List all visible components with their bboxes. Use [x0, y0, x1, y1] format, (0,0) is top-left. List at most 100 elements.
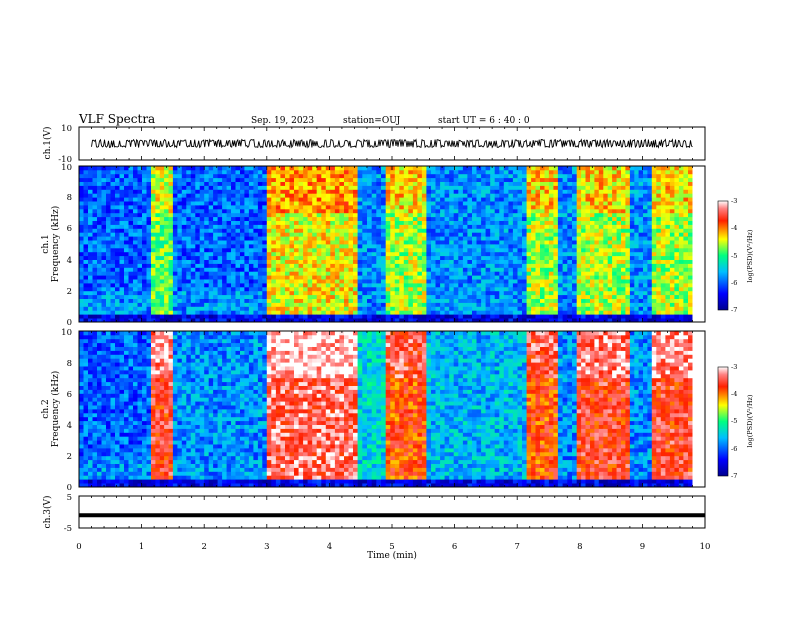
spectrogram-cell: [426, 240, 432, 245]
spectrogram-cell: [168, 166, 174, 171]
spectrogram-cell: [572, 283, 578, 288]
spectrogram-cell: [453, 212, 459, 218]
spectrogram-cell: [280, 173, 286, 179]
spectrogram-cell: [638, 286, 644, 292]
spectrogram-cell: [440, 205, 446, 210]
spectrogram-cell: [128, 197, 134, 202]
spectrogram-cell: [481, 290, 487, 296]
spectrogram-cell: [231, 263, 236, 268]
spectrogram-cell: [490, 247, 496, 253]
spectrogram-cell: [137, 255, 143, 260]
spectrogram-cell: [376, 224, 382, 229]
spectrogram-cell: [585, 279, 591, 284]
spectrogram-cell: [472, 169, 477, 175]
spectrogram-cell: [177, 177, 183, 182]
spectrogram-cell: [481, 216, 487, 221]
spectrogram-cell: [168, 263, 174, 268]
spectrogram-cell: [208, 189, 214, 194]
spectrogram-cell: [226, 279, 232, 284]
spectrogram-cell: [417, 306, 423, 311]
spectrogram-cell: [453, 267, 459, 272]
spectrogram-cell: [137, 236, 143, 241]
spectrogram-cell: [481, 193, 487, 198]
spectrogram-cell: [101, 177, 107, 182]
spectrogram-cell: [385, 302, 391, 307]
spectrogram-cell: [253, 275, 259, 280]
spectrogram-cell: [362, 232, 368, 237]
spectrogram-cell: [453, 169, 459, 175]
spectrogram-cell: [195, 310, 201, 315]
spectrogram-cell: [262, 228, 268, 233]
spectrogram-cell: [376, 263, 382, 268]
spectrogram-cell: [339, 208, 345, 214]
spectrogram-cell: [435, 251, 441, 257]
spectrogram-cell: [499, 177, 505, 182]
spectrogram-cell: [190, 251, 196, 257]
spectrogram-cell: [353, 290, 358, 296]
spectrogram-cell: [472, 228, 477, 233]
spectrogram-cell: [146, 251, 152, 257]
spectrogram-cell: [248, 193, 254, 198]
spectrogram-cell: [240, 169, 245, 175]
spectrogram-cell: [164, 294, 169, 299]
spectrogram-cell: [440, 173, 446, 179]
spectrogram-cell: [285, 318, 290, 323]
spectrogram-cell: [362, 212, 368, 218]
spectrogram-cell: [128, 216, 134, 221]
spectrogram-cell: [476, 263, 482, 268]
spectrogram-cell: [235, 232, 241, 237]
spectrogram-cell: [110, 212, 116, 218]
spectrogram-cell: [629, 294, 635, 299]
spectrogram-cell: [499, 205, 505, 210]
spectrogram-cell: [119, 185, 125, 190]
spectrogram-cell: [607, 169, 613, 175]
spectrogram-cell: [576, 232, 582, 237]
spectrogram-cell: [353, 224, 358, 229]
spectrogram-cell: [262, 247, 268, 253]
spectrogram-cell: [190, 166, 196, 171]
spectrogram-cell: [231, 306, 236, 311]
spectrogram-cell: [426, 290, 432, 296]
spectrogram-cell: [444, 279, 450, 284]
spectrogram-cell: [146, 173, 152, 179]
spectrogram-cell: [526, 185, 532, 190]
spectrogram-cell: [137, 279, 143, 284]
spectrogram-cell: [348, 208, 354, 214]
spectrogram-cell: [544, 220, 550, 225]
spectrogram-cell: [585, 314, 591, 319]
spectrogram-cell: [280, 314, 286, 319]
spectrogram-cell: [638, 247, 644, 253]
spectrogram-cell: [625, 310, 631, 315]
spectrogram-cell: [567, 267, 573, 272]
spectrogram-cell: [412, 224, 418, 229]
spectrogram-cell: [594, 197, 600, 202]
spectrogram-cell: [253, 201, 259, 206]
spectrogram-cell: [435, 271, 441, 276]
spectrogram-cell: [531, 177, 536, 182]
spectrogram-cell: [204, 216, 210, 221]
spectrogram-cell: [590, 201, 595, 206]
spectrogram-cell: [590, 169, 595, 175]
spectrogram-cell: [289, 251, 295, 257]
spectrogram-cell: [594, 228, 600, 233]
spectrogram-cell: [544, 197, 550, 202]
spectrogram-cell: [213, 251, 218, 257]
spectrogram-cell: [334, 290, 340, 296]
spectrogram-cell: [294, 212, 299, 218]
spectrogram-cell: [357, 173, 363, 179]
spectrogram-cell: [186, 240, 192, 245]
spectrogram-cell: [168, 294, 174, 299]
spectrogram-cell: [603, 275, 609, 280]
spectrogram-cell: [172, 267, 178, 272]
spectrogram-cell: [449, 212, 455, 218]
spectrogram-cell: [562, 283, 568, 288]
spectrogram-cell: [431, 294, 436, 299]
spectrogram-cell: [458, 177, 464, 182]
spectrogram-cell: [417, 310, 423, 315]
spectrogram-cell: [101, 220, 107, 225]
spectrogram-cell: [399, 205, 405, 210]
spectrogram-cell: [226, 224, 232, 229]
spectrogram-cell: [266, 247, 272, 253]
spectrogram-cell: [553, 205, 559, 210]
spectrogram-cell: [133, 197, 138, 202]
